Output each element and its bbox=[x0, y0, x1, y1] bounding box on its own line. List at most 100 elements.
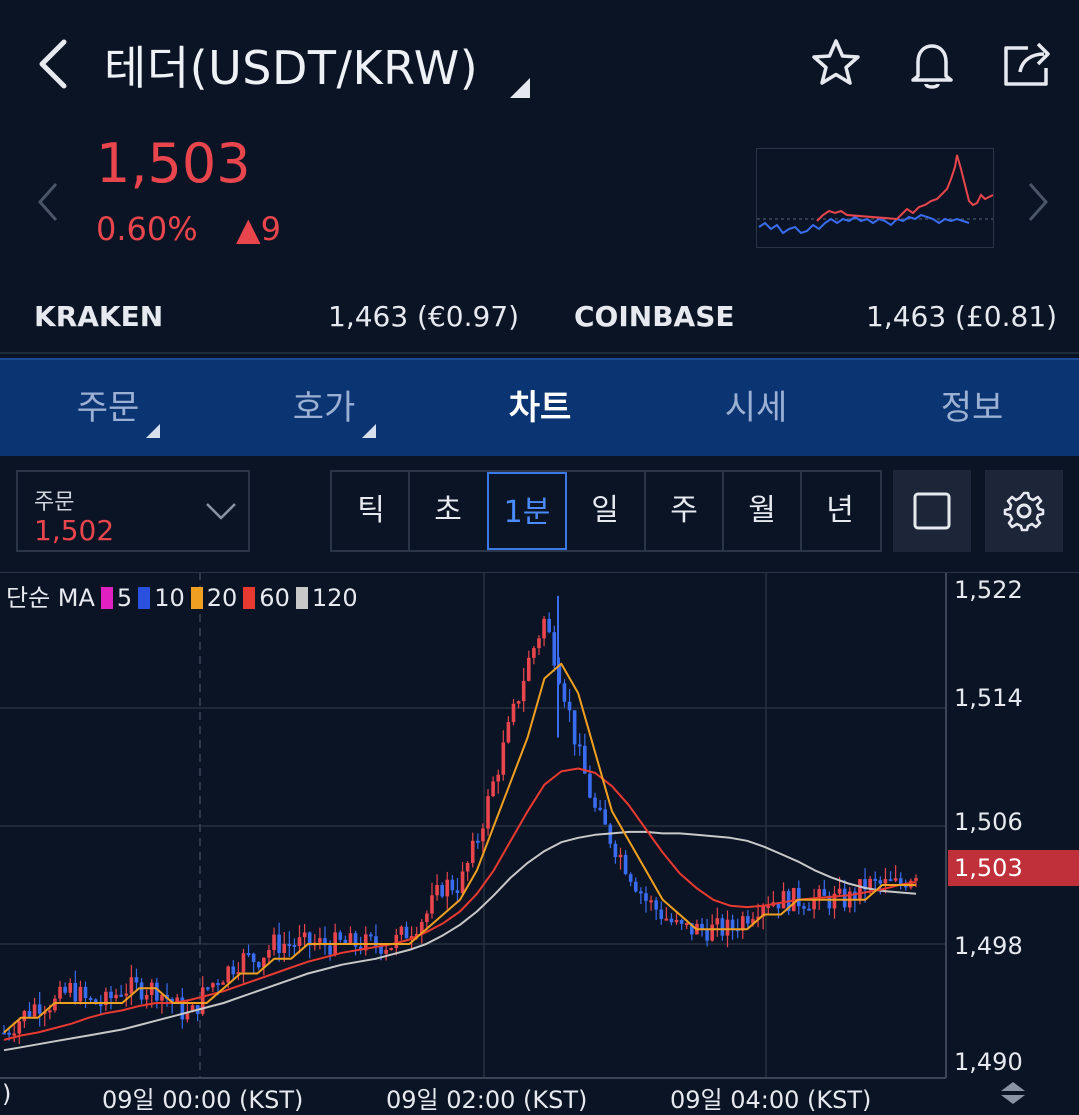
candle-body bbox=[180, 997, 185, 1020]
candle-body bbox=[898, 878, 903, 885]
candle-body bbox=[542, 618, 546, 639]
tab-quotes[interactable]: 시세 bbox=[724, 388, 788, 428]
candlestick-chart[interactable] bbox=[0, 572, 1079, 1108]
candle-body bbox=[409, 936, 414, 939]
share-icon[interactable] bbox=[1000, 36, 1056, 92]
candle-body bbox=[684, 923, 689, 926]
interval-day[interactable]: 일 bbox=[591, 493, 619, 528]
candle-body bbox=[17, 1021, 22, 1034]
ma120-line bbox=[3, 830, 917, 1052]
interval-1min[interactable]: 1분 bbox=[487, 472, 567, 550]
ma60-label: 60 bbox=[259, 584, 290, 612]
candle-body bbox=[588, 773, 592, 798]
candle-body bbox=[486, 796, 490, 829]
page-title[interactable]: 테더(USDT/KRW) bbox=[104, 41, 479, 95]
candle-body bbox=[205, 987, 210, 990]
candle-body bbox=[262, 957, 266, 968]
prev-arrow-icon[interactable] bbox=[34, 180, 64, 224]
tab-order-menu-icon bbox=[146, 424, 160, 438]
candle-body bbox=[690, 923, 694, 935]
candle-body bbox=[506, 722, 511, 743]
candle-body bbox=[68, 982, 73, 993]
divider bbox=[0, 352, 1079, 354]
tab-info[interactable]: 정보 bbox=[940, 388, 1004, 428]
candle-body bbox=[134, 977, 139, 983]
scroll-handle-icon[interactable] bbox=[998, 1080, 1028, 1106]
candle-body bbox=[155, 982, 159, 1001]
candle-body bbox=[868, 878, 872, 890]
star-icon[interactable] bbox=[808, 36, 864, 92]
next-arrow-icon[interactable] bbox=[1022, 180, 1052, 224]
candle-body bbox=[139, 982, 144, 1000]
candle-body bbox=[883, 879, 888, 884]
candle-body bbox=[797, 887, 801, 907]
bell-icon[interactable] bbox=[904, 36, 960, 92]
candle-body bbox=[547, 618, 551, 633]
candle-body bbox=[32, 1004, 37, 1017]
current-price-tag: 1,503 bbox=[948, 850, 1079, 886]
tab-order[interactable]: 주문 bbox=[76, 388, 140, 428]
interval-second[interactable]: 초 bbox=[408, 472, 486, 550]
candle-body bbox=[93, 999, 98, 1005]
candle-body bbox=[27, 1010, 32, 1017]
y-tick-label: 1,514 bbox=[954, 684, 1023, 712]
candle-body bbox=[425, 913, 429, 923]
back-icon[interactable] bbox=[30, 36, 78, 92]
candle-body bbox=[725, 919, 730, 936]
candle-body bbox=[399, 926, 404, 935]
interval-selector bbox=[330, 470, 882, 552]
candle-body bbox=[348, 933, 353, 944]
candle-body bbox=[720, 918, 725, 936]
candle-body bbox=[48, 1010, 52, 1013]
candle-body bbox=[888, 879, 893, 882]
candle-body bbox=[414, 933, 419, 937]
candle-body bbox=[338, 932, 343, 940]
candle-body bbox=[369, 934, 373, 937]
y-tick-label: 1,522 bbox=[954, 576, 1023, 604]
candle-body bbox=[751, 919, 755, 924]
tab-chart[interactable]: 차트 bbox=[508, 388, 572, 428]
ma20-line bbox=[3, 662, 916, 1034]
candle-body bbox=[842, 888, 847, 908]
ma60-swatch bbox=[243, 587, 256, 609]
sparkline-chart[interactable] bbox=[756, 148, 994, 248]
candle-body bbox=[246, 953, 251, 956]
candle-body bbox=[343, 939, 348, 944]
candle-body bbox=[404, 926, 409, 939]
chart-settings-button[interactable] bbox=[985, 470, 1063, 552]
candle-body bbox=[2, 1032, 6, 1035]
title-dropdown-icon[interactable] bbox=[510, 78, 530, 98]
candle-body bbox=[740, 916, 745, 931]
candle-body bbox=[272, 934, 276, 951]
candle-body bbox=[37, 1004, 42, 1014]
interval-tick[interactable]: 틱 bbox=[357, 493, 385, 528]
candle-body bbox=[241, 953, 246, 973]
candle-body bbox=[837, 888, 842, 894]
candle-body bbox=[496, 774, 501, 782]
x-tick-label: 09일 04:00 (KST) bbox=[670, 1086, 872, 1114]
tab-orderbook[interactable]: 호가 bbox=[292, 388, 356, 428]
candle-body bbox=[746, 916, 750, 924]
order-price-select[interactable] bbox=[16, 470, 250, 552]
candle-body bbox=[577, 744, 582, 747]
candle-body bbox=[358, 946, 363, 951]
candle-body bbox=[440, 885, 444, 897]
candle-body bbox=[144, 994, 149, 1000]
ma5-label: 5 bbox=[116, 584, 133, 612]
candle-body bbox=[307, 932, 312, 946]
fullscreen-button[interactable] bbox=[893, 470, 971, 552]
candle-body bbox=[674, 920, 679, 923]
interval-week[interactable]: 주 bbox=[644, 472, 722, 550]
candle-body bbox=[572, 710, 577, 745]
interval-year[interactable]: 년 bbox=[800, 472, 878, 550]
candle-body bbox=[628, 874, 633, 882]
candle-body bbox=[256, 962, 261, 968]
candle-body bbox=[669, 918, 674, 923]
candle-body bbox=[766, 905, 771, 908]
chevron-down-icon[interactable] bbox=[204, 500, 238, 522]
interval-month[interactable]: 월 bbox=[722, 472, 800, 550]
candle-body bbox=[445, 879, 450, 897]
candle-body bbox=[776, 902, 781, 909]
candle-body bbox=[827, 895, 832, 909]
candle-body bbox=[221, 982, 225, 985]
